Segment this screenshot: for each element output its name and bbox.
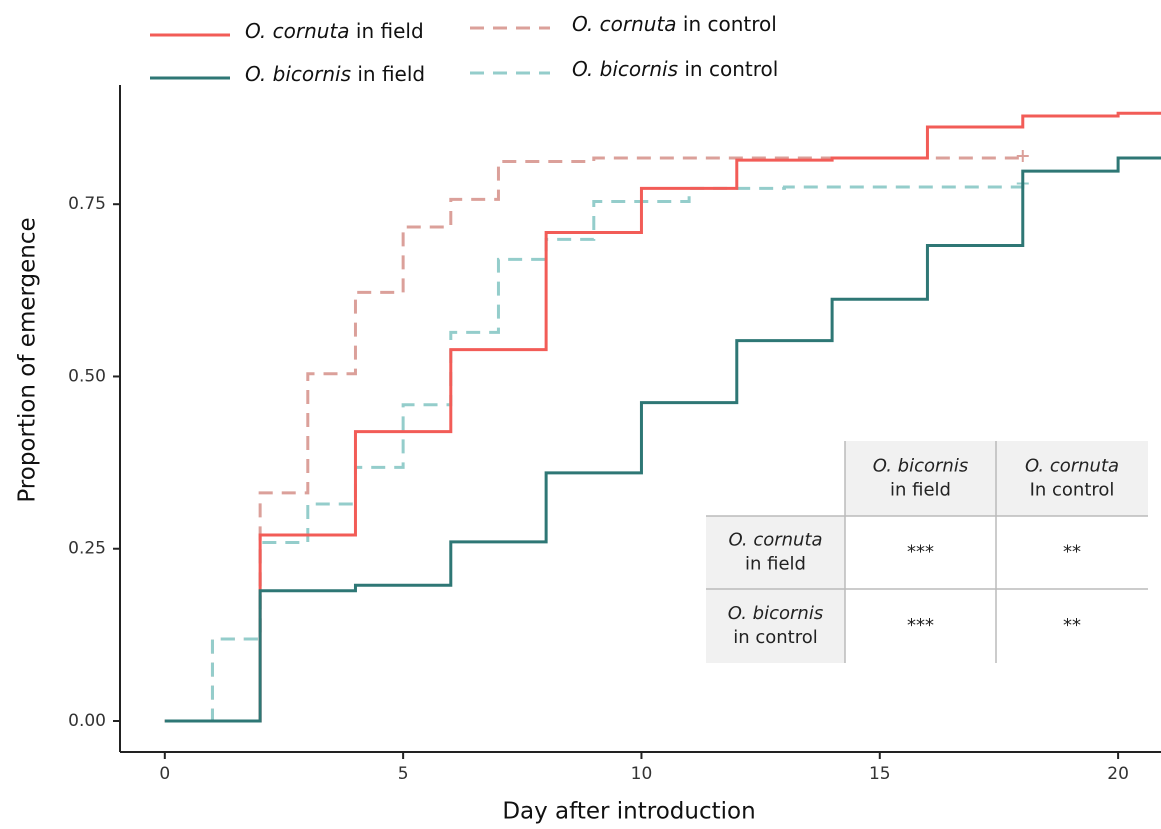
x-axis-title: Day after introduction — [502, 799, 755, 825]
table-cell: *** — [907, 615, 934, 636]
table-cell: ** — [1063, 542, 1081, 563]
y-tick-label: 0.00 — [68, 711, 106, 731]
x-tick-label: 15 — [869, 764, 891, 784]
y-axis-title: Proportion of emergence — [15, 217, 41, 502]
table-cell: *** — [907, 542, 934, 563]
y-tick-label: 0.50 — [68, 366, 106, 386]
table-column-header: O. bicornis in field — [873, 456, 968, 501]
table-row-header: O. cornuta in field — [728, 530, 822, 575]
legend-label: O. bicornis in control — [572, 57, 778, 81]
step-line — [164, 156, 1161, 723]
x-tick-label: 10 — [631, 764, 653, 784]
step-line — [164, 183, 1025, 723]
legend-label: O. bicornis in field — [245, 62, 425, 86]
plot-area — [164, 111, 1161, 723]
legend-label: O. cornuta in field — [245, 19, 424, 43]
step-line — [164, 111, 1161, 723]
table-column-header: O. cornuta In control — [1025, 456, 1119, 501]
x-tick-label: 0 — [159, 764, 170, 784]
censor-mark — [1016, 149, 1029, 162]
x-tick-label: 20 — [1107, 764, 1129, 784]
y-tick-label: 0.25 — [68, 539, 106, 559]
x-tick-label: 5 — [398, 764, 409, 784]
legend-label: O. cornuta in control — [572, 12, 777, 36]
table-row-header: O. bicornis in control — [728, 603, 823, 648]
y-tick-label: 0.75 — [68, 194, 106, 214]
inset-table: O. bicornis in field O. cornuta In control O… — [706, 441, 1148, 663]
table-cell: ** — [1063, 615, 1081, 636]
